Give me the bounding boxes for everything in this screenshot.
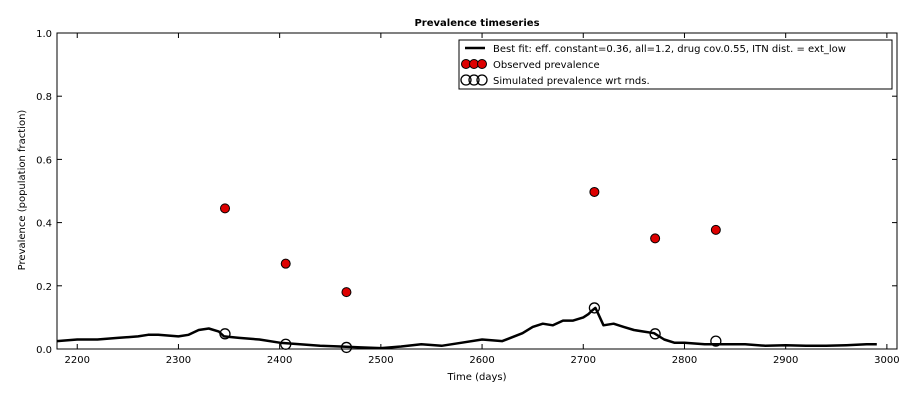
observed-point	[710, 224, 721, 235]
legend-label: Observed prevalence	[493, 60, 600, 71]
y-tick-label: 0.8	[36, 92, 52, 103]
legend-swatch-simulated	[476, 74, 488, 86]
plot-area: 2200 2300 2400 2500 2600 2700 2800 2900 3000 0.0 0…	[36, 29, 900, 366]
legend-swatch-observed	[477, 59, 487, 69]
legend-box	[458, 39, 893, 90]
y-tick-label: 1.0	[36, 29, 52, 40]
chart-title: Prevalence timeseries	[414, 18, 539, 29]
x-tick-label: 2900	[773, 355, 798, 366]
legend-label: Best fit: eff. constant=0.36, all=1.2, d…	[493, 44, 846, 55]
simulated-point	[219, 328, 231, 340]
best-fit-line	[56, 306, 877, 350]
x-tick-label: 2200	[65, 355, 90, 366]
x-tick-label: 2300	[166, 355, 191, 366]
observed-point	[650, 233, 661, 244]
legend-label: Simulated prevalence wrt rnds.	[493, 76, 650, 87]
x-axis-label: Time (days)	[446, 372, 506, 383]
y-tick-label: 0.4	[36, 219, 52, 230]
simulated-point	[340, 341, 353, 354]
axes-frame	[56, 32, 898, 350]
x-tick-label: 3000	[874, 355, 899, 366]
x-tick-label: 2600	[469, 355, 494, 366]
x-tick-label: 2500	[368, 355, 393, 366]
observed-point	[341, 287, 352, 298]
simulated-point	[649, 328, 661, 340]
x-tick-label: 2400	[267, 355, 292, 366]
observed-point	[280, 258, 291, 269]
y-tick-label: 0.0	[36, 345, 52, 356]
simulated-point	[280, 338, 292, 350]
observed-point	[220, 203, 230, 214]
y-axis-label: Prevalence (population fraction)	[17, 110, 28, 271]
legend: Best fit: eff. constant=0.36, all=1.2, d…	[458, 39, 893, 90]
legend-swatch-simulated	[468, 74, 480, 86]
simulated-point	[710, 335, 722, 347]
x-tick-label: 2800	[672, 355, 697, 366]
y-tick-label: 0.6	[36, 155, 52, 166]
y-tick-label: 0.2	[36, 282, 52, 293]
x-tick-label: 2700	[571, 355, 596, 366]
observed-point	[589, 186, 600, 197]
legend-swatch-simulated	[460, 74, 472, 86]
simulated-point	[588, 302, 601, 314]
